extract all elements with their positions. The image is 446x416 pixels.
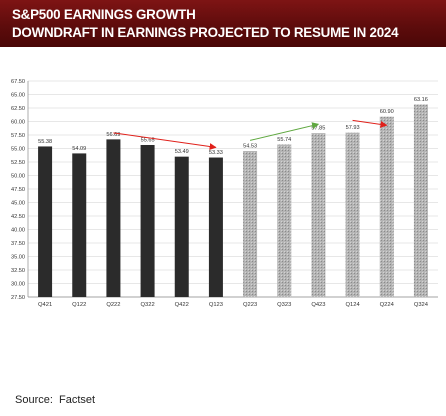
bar-Q222 (106, 139, 121, 297)
bar-Q423 (311, 133, 326, 297)
x-tick-label: Q323 (277, 302, 291, 308)
y-tick-label: 30.00 (11, 282, 25, 288)
x-tick-label: Q224 (380, 302, 395, 308)
x-tick-label: Q423 (311, 302, 325, 308)
x-tick-label: Q223 (243, 302, 257, 308)
bar-Q323 (277, 144, 292, 297)
x-tick-label: Q123 (209, 302, 223, 308)
x-tick-label: Q122 (72, 302, 86, 308)
y-tick-label: 47.50 (11, 187, 25, 193)
bar-Q223 (243, 151, 258, 297)
trend-arrow-2 (249, 122, 320, 141)
plot-area: 27.50 30.00 32.50 35.00 37.50 40.00 42.50 45.00… (11, 79, 438, 308)
y-tick-label: 55.00 (11, 147, 25, 153)
y-tick-label: 67.50 (11, 79, 25, 85)
y-tick-label: 62.50 (11, 106, 25, 112)
data-label: 55.74 (277, 137, 291, 143)
x-tick-label: Q421 (38, 302, 52, 308)
data-label: 53.33 (209, 150, 223, 156)
data-label: 56.69 (106, 132, 120, 138)
y-tick-label: 37.50 (11, 241, 25, 247)
y-tick-label: 32.50 (11, 268, 25, 274)
trend-arrow-3 (352, 119, 388, 128)
data-label: 57.85 (311, 126, 325, 132)
source-note: Source: Factset (15, 394, 96, 406)
data-label: 54.53 (243, 144, 257, 150)
y-tick-label: 57.50 (11, 133, 25, 139)
data-label: 57.93 (346, 125, 360, 131)
x-tick-label: Q222 (106, 302, 120, 308)
bar-Q422 (174, 156, 189, 297)
bar-Q324 (413, 104, 428, 297)
x-tick-label: Q324 (414, 302, 429, 308)
title-banner: S&P500 EARNINGS GROWTH DOWNDRAFT IN EARN… (0, 0, 446, 47)
x-tick-label: Q422 (175, 302, 189, 308)
bar-Q123 (208, 157, 223, 297)
bar-Q122 (72, 153, 87, 297)
x-tick-label: Q322 (140, 302, 154, 308)
data-label: 54.09 (72, 146, 86, 152)
y-tick-label: 50.00 (11, 174, 25, 180)
data-label: 53.49 (175, 149, 189, 155)
trend-arrow-1 (113, 132, 217, 150)
y-tick-label: 35.00 (11, 255, 25, 261)
data-label: 60.90 (380, 109, 394, 115)
y-tick-label: 45.00 (11, 201, 25, 207)
y-tick-label: 40.00 (11, 228, 25, 234)
data-label: 55.38 (38, 139, 52, 145)
y-tick-label: 42.50 (11, 214, 25, 220)
bar-Q421 (38, 146, 53, 297)
data-label: 55.65 (141, 137, 155, 143)
bar-Q322 (140, 144, 155, 297)
x-tick-label: Q124 (345, 302, 360, 308)
chart-subtitle: DOWNDRAFT IN EARNINGS PROJECTED TO RESUM… (12, 25, 399, 40)
data-label: 63.16 (414, 97, 428, 103)
y-tick-label: 27.50 (11, 295, 25, 301)
bar-Q224 (379, 116, 394, 297)
bar-Q124 (345, 132, 360, 297)
y-tick-label: 52.50 (11, 160, 25, 166)
y-tick-label: 60.00 (11, 120, 25, 126)
y-tick-label: 65.00 (11, 93, 25, 99)
chart-title: S&P500 EARNINGS GROWTH (12, 7, 196, 22)
